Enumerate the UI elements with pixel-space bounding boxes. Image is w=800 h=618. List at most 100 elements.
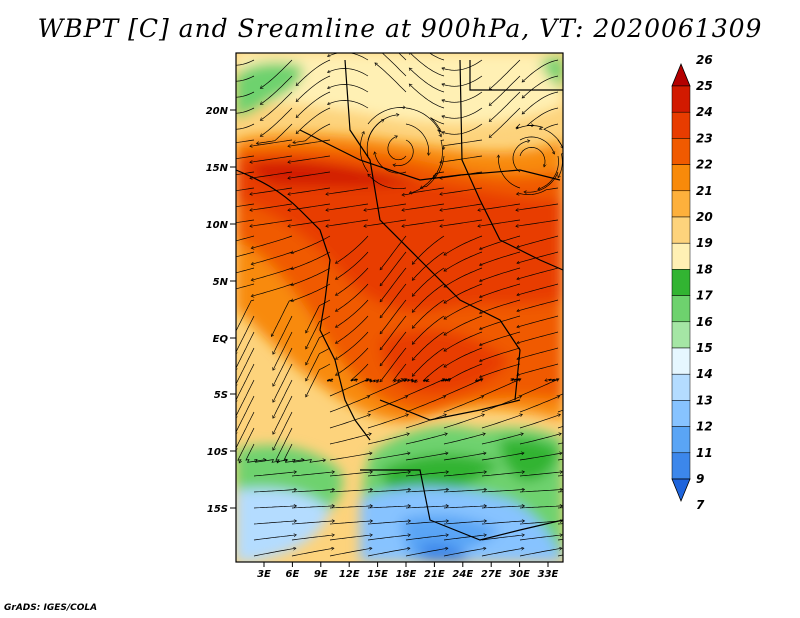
streamline <box>481 506 524 509</box>
streamline <box>291 490 334 493</box>
streamline <box>237 427 255 462</box>
streamline <box>523 75 559 98</box>
streamline <box>490 107 521 137</box>
streamline <box>441 219 483 226</box>
streamline <box>519 548 561 557</box>
streamline <box>336 283 369 311</box>
streamline <box>236 187 255 192</box>
colorbar-label: 16 <box>696 315 713 329</box>
streamline <box>291 548 333 557</box>
streamline <box>443 59 483 71</box>
latitude-axis: 20N 15N 10N 5N EQ 5S 10S 15S <box>206 106 236 515</box>
colorbar-segment <box>671 216 691 244</box>
streamline <box>443 75 483 87</box>
streamline <box>236 379 255 418</box>
streamline <box>289 203 331 210</box>
colorbar-label: 26 <box>696 53 713 67</box>
streamline <box>329 490 372 493</box>
streamline <box>518 251 559 263</box>
streamline <box>405 490 448 493</box>
colorbar-segment <box>671 347 691 375</box>
streamline <box>236 219 255 224</box>
map-frame <box>235 52 564 563</box>
streamline <box>413 251 445 280</box>
colorbar: 26 25 24 23 22 21 20 19 18 17 16 15 14 13 12 11 9 7 <box>671 53 713 512</box>
colorbar-segment <box>671 321 691 349</box>
streamline <box>443 548 485 557</box>
streamline <box>251 219 293 226</box>
streamline <box>292 251 331 269</box>
colorbar-label: 15 <box>696 341 713 355</box>
streamline <box>236 139 255 144</box>
streamline <box>329 521 372 525</box>
streamline <box>445 347 483 367</box>
streamline <box>405 521 448 525</box>
streamline <box>558 139 563 177</box>
streamline <box>236 315 255 354</box>
streamline <box>523 59 559 82</box>
lon-label: 30E <box>509 569 530 580</box>
streamline <box>413 331 445 360</box>
streamline <box>306 315 331 348</box>
streamline <box>405 548 447 557</box>
streamline <box>405 472 448 477</box>
streamline <box>236 59 255 66</box>
streamline <box>367 434 409 445</box>
streamline <box>443 472 486 477</box>
lat-label: 5N <box>213 277 229 288</box>
streamline <box>365 219 407 226</box>
streamline <box>251 139 293 146</box>
streamline <box>367 548 409 557</box>
streamline <box>327 219 369 226</box>
lon-label: 3E <box>257 569 271 580</box>
colorbar-label: 23 <box>696 131 713 145</box>
streamline <box>336 299 369 327</box>
streamline <box>329 472 372 477</box>
lon-label: 6E <box>286 569 300 580</box>
colorbar-label: 20 <box>696 210 713 224</box>
streamline <box>306 363 331 396</box>
streamline <box>398 53 407 61</box>
streamline <box>490 91 521 121</box>
streamline <box>443 123 483 135</box>
streamline <box>517 203 559 210</box>
streamline <box>236 203 255 208</box>
streamline <box>480 363 521 377</box>
colorbar-label: 17 <box>696 289 713 303</box>
streamline <box>539 155 559 189</box>
streamline <box>261 59 293 88</box>
grads-credit: GrADS: IGES/COLA <box>4 603 98 613</box>
streamline <box>292 235 331 253</box>
streamline <box>481 535 524 541</box>
streamline <box>297 75 331 101</box>
streamline <box>480 315 521 329</box>
lon-label: 9E <box>314 569 328 580</box>
country-borders <box>236 59 563 541</box>
streamline <box>291 506 334 509</box>
streamline <box>336 251 369 279</box>
longitude-axis: 3E 6E 9E 12E 15E 18E 21E 24E 27E 30E 33E <box>257 562 559 580</box>
streamline <box>252 251 293 264</box>
streamline <box>367 506 410 509</box>
lon-label: 15E <box>367 569 388 580</box>
colorbar-segment <box>671 269 691 296</box>
streamline <box>443 379 482 397</box>
streamline <box>251 203 293 210</box>
streamline <box>428 53 445 61</box>
streamline <box>297 107 331 133</box>
streamline <box>329 506 372 509</box>
colorbar-segment <box>671 190 691 218</box>
streamline <box>405 379 444 397</box>
streamline <box>336 331 369 359</box>
streamline <box>327 187 369 194</box>
streamline <box>306 347 331 380</box>
streamline <box>445 235 483 255</box>
colorbar-segment <box>671 242 691 270</box>
lon-label: 24E <box>452 569 473 580</box>
streamline <box>381 267 407 301</box>
streamline <box>557 458 563 461</box>
colorbar-segment <box>671 295 691 323</box>
lat-label: 20N <box>206 106 229 117</box>
streamline <box>410 53 445 77</box>
streamline <box>329 535 372 541</box>
